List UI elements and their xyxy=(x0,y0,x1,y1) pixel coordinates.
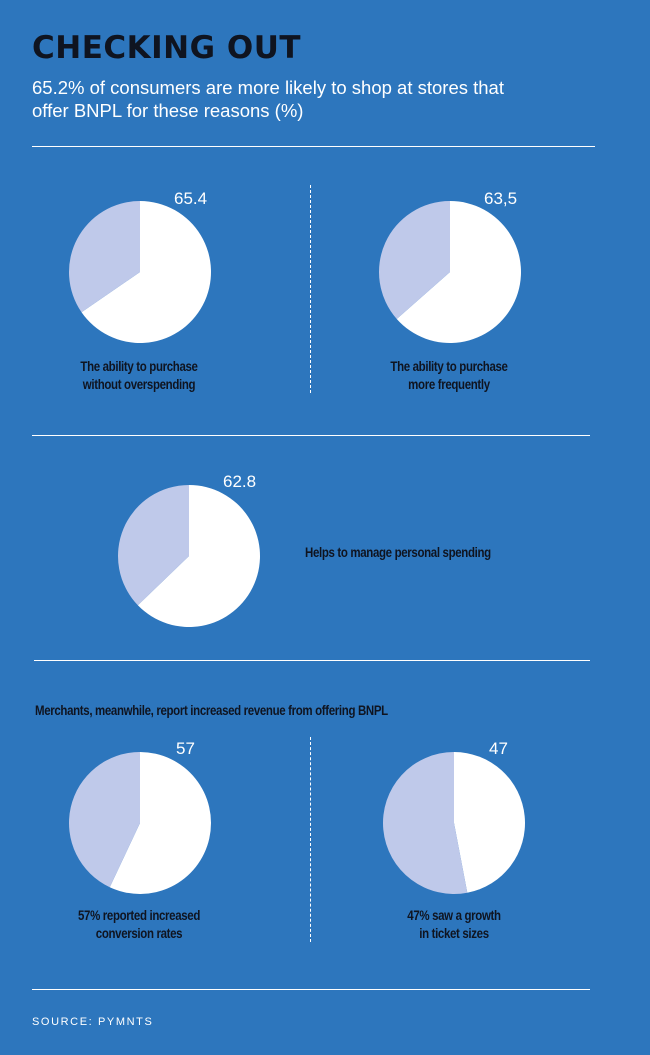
pie-chart-2 xyxy=(379,201,521,343)
pie-5-value: 47 xyxy=(489,739,508,758)
pie-chart-4 xyxy=(68,752,211,894)
pie-1-caption-line-1: The ability to purchase xyxy=(80,359,198,374)
divider-vertical-1 xyxy=(310,185,311,393)
pie-2-slice-2 xyxy=(379,201,450,319)
pie-3-value: 62.8 xyxy=(223,472,257,491)
pie-4-caption: 57% reported increased conversion rates xyxy=(63,907,216,943)
pie-5-caption-line-2: in ticket sizes xyxy=(419,926,489,941)
divider-bottom xyxy=(32,989,590,990)
divider-middle-1 xyxy=(32,435,590,436)
pie-1-value: 65.4 xyxy=(174,189,208,208)
pie-5-slice-2 xyxy=(383,752,468,894)
pie-5-caption-line-1: 47% saw a growth xyxy=(407,908,501,923)
pie-5-slice-1 xyxy=(454,752,525,893)
pie-chart-3 xyxy=(118,485,260,627)
divider-vertical-2 xyxy=(310,737,311,942)
pie-4-caption-line-1: 57% reported increased xyxy=(77,908,201,923)
pie-1-slice-2 xyxy=(69,201,140,313)
page-subtitle: 65.2% of consumers are more likely to sh… xyxy=(32,77,504,121)
pie-chart-1 xyxy=(69,201,212,343)
pie-4-caption-line-2: conversion rates xyxy=(95,926,183,941)
pie-3-caption: Helps to manage personal spending xyxy=(305,545,491,560)
pie-2-value: 63,5 xyxy=(484,189,518,208)
pie-4-value: 57 xyxy=(176,739,195,758)
pie-2-caption-line-2: more frequently xyxy=(408,377,490,392)
pie-chart-5 xyxy=(383,752,525,894)
pie-3-slice-1 xyxy=(137,485,260,627)
pie-1-caption: The ability to purchase without overspen… xyxy=(63,358,216,394)
pie-1-caption-line-2: without overspending xyxy=(82,377,196,392)
pie-4-slice-1 xyxy=(109,752,211,894)
pie-4-slice-2 xyxy=(68,752,140,888)
divider-middle-2 xyxy=(34,660,590,661)
pie-1-slice-1 xyxy=(81,201,212,343)
divider-top xyxy=(32,146,595,147)
pie-2-caption-line-1: The ability to purchase xyxy=(390,359,508,374)
pie-3-slice-2 xyxy=(118,485,189,606)
source-note: SOURCE: PYMNTS xyxy=(32,1016,154,1028)
merchant-note: Merchants, meanwhile, report increased r… xyxy=(35,703,388,718)
pie-5-caption: 47% saw a growth in ticket sizes xyxy=(378,907,531,943)
page-title: CHECKING OUT xyxy=(32,30,302,66)
pie-2-caption: The ability to purchase more frequently xyxy=(373,358,526,394)
pie-2-slice-1 xyxy=(396,201,521,343)
